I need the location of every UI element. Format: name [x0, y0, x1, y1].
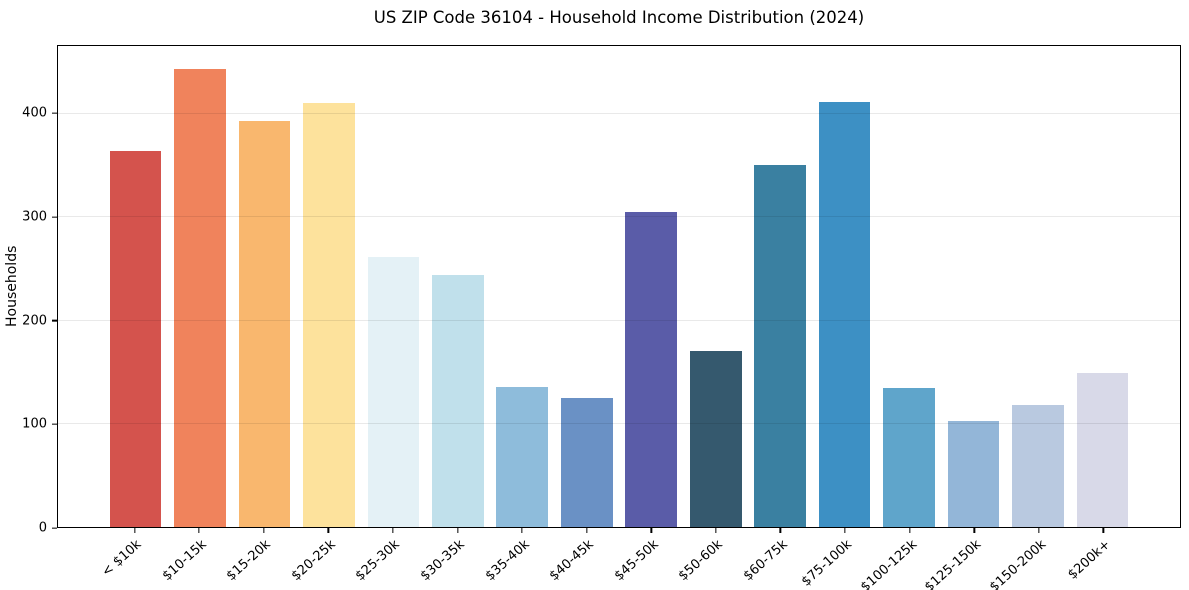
x-tick-label-13: $125-150k: [922, 537, 985, 590]
x-tick-label-9: $50-60k: [676, 537, 726, 584]
x-tick-label-0: < $10k: [99, 537, 145, 580]
y-axis-ticks: 0 100 200 300 400: [0, 45, 57, 535]
x-tick-label-3: $20-25k: [288, 537, 339, 584]
bar-3: [303, 102, 355, 527]
bar-14: [1012, 405, 1064, 527]
bar-4: [367, 256, 420, 527]
bar-0: [109, 151, 162, 527]
y-tick-label-100: 100: [22, 416, 47, 432]
bar-15: [1076, 373, 1129, 527]
bar-12: [883, 387, 935, 527]
bar-5: [432, 275, 484, 527]
x-tick-mark: [392, 528, 394, 533]
y-tick-label-200: 200: [22, 313, 47, 329]
x-tick-mark: [844, 528, 846, 533]
x-tick-label-15: $200k+: [1065, 537, 1114, 583]
y-tick-label-300: 300: [22, 209, 47, 225]
gridline-400: [58, 113, 1180, 115]
y-tick-mark: [52, 112, 57, 115]
x-tick-label-7: $40-45k: [546, 537, 597, 584]
bar-1: [174, 68, 226, 527]
y-tick-label-400: 400: [22, 105, 47, 121]
x-tick-mark: [1102, 528, 1105, 533]
bar-6: [496, 386, 549, 527]
gridline-200: [58, 319, 1180, 321]
x-tick-mark: [715, 528, 717, 533]
x-tick-label-5: $30-35k: [417, 537, 468, 584]
bar-7: [560, 397, 613, 527]
x-tick-mark: [133, 528, 136, 533]
bar-10: [754, 164, 806, 527]
x-tick-mark: [456, 528, 459, 533]
x-tick-label-11: $75-100k: [799, 537, 856, 590]
x-tick-mark: [198, 528, 200, 533]
x-tick-label-6: $35-40k: [482, 537, 533, 584]
y-tick-mark: [52, 320, 57, 322]
x-tick-label-12: $100-125k: [857, 537, 920, 590]
x-tick-mark: [1038, 528, 1040, 533]
x-tick-mark: [327, 528, 329, 533]
plot-area: [57, 45, 1181, 528]
x-tick-mark: [909, 528, 911, 533]
y-tick-mark: [52, 216, 57, 218]
chart-title: US ZIP Code 36104 - Household Income Dis…: [373, 8, 865, 27]
x-tick-mark: [263, 528, 265, 533]
x-tick-label-4: $25-30k: [353, 537, 403, 584]
gridline-300: [58, 216, 1180, 218]
x-tick-mark: [521, 528, 523, 533]
bar-11: [818, 101, 871, 527]
x-tick-label-10: $60-75k: [740, 537, 791, 584]
y-tick-label-0: 0: [38, 520, 47, 536]
y-tick-mark: [52, 423, 57, 426]
x-tick-mark: [779, 528, 782, 533]
x-tick-label-8: $45-50k: [611, 537, 662, 584]
bar-2: [238, 121, 291, 527]
x-tick-mark: [586, 528, 588, 533]
x-tick-mark: [650, 528, 652, 533]
x-tick-label-2: $15-20k: [223, 537, 274, 584]
gridline-100: [58, 422, 1180, 424]
y-tick-mark: [52, 527, 57, 529]
bar-13: [947, 420, 1000, 527]
x-tick-label-1: $10-15k: [159, 537, 210, 584]
x-axis-ticks: < $10k $10-15k $15-20k $20-25k $25-30k $30-35…: [57, 528, 1181, 590]
x-tick-label-14: $150-200k: [986, 537, 1049, 590]
bar-9: [689, 350, 742, 527]
x-tick-mark: [973, 528, 975, 533]
bar-8: [625, 212, 678, 527]
